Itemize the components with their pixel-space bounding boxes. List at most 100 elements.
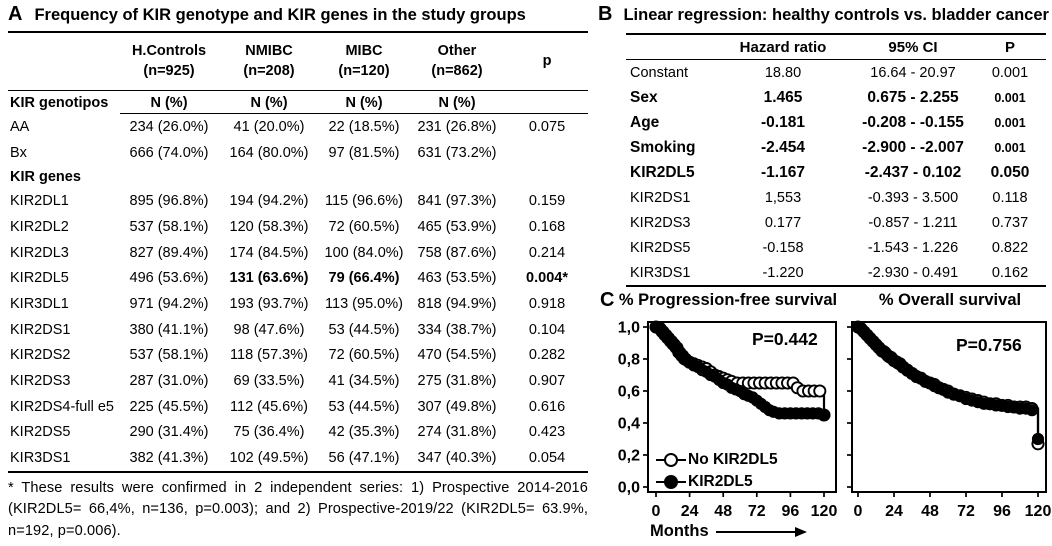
table-a-col-header-2: NMIBC (n=208) xyxy=(243,42,295,79)
row-label: KIR2DS3 xyxy=(10,373,71,390)
svg-text:0: 0 xyxy=(854,503,863,520)
legend-item-kir2dl5: KIR2DL5 xyxy=(655,471,778,493)
chart-title-overall-survival: % Overall survival xyxy=(878,291,1022,309)
p-value-progression-free: P=0.442 xyxy=(752,329,818,349)
km-plot-overall-survival: 0 24 48 72 96 120 xyxy=(847,320,1052,520)
table-a-row: KIR3DS1 382 (41.3%) 102 (49.5%) 56 (47.1%) 3… xyxy=(8,445,588,471)
cell: 0.075 xyxy=(528,118,566,135)
table-b-col-header-2: 95% CI xyxy=(888,38,938,56)
cell: N (%) xyxy=(345,94,383,111)
cell: 53 (44.5%) xyxy=(328,321,400,338)
panel-b-letter: B xyxy=(598,3,613,25)
table-b-body: Constant 18.80 16.64 - 20.97 0.001 Sex 1.465 0… xyxy=(626,60,1046,285)
p-value-cell: 0.118 xyxy=(992,189,1028,206)
cell: 470 (54.5%) xyxy=(417,347,497,364)
cell: 382 (41.3%) xyxy=(129,450,209,467)
row-label: Smoking xyxy=(630,138,696,156)
table-b: Hazard ratio 95% CI P Constant 18.80 16.64 -… xyxy=(626,33,1046,287)
svg-text:0,2: 0,2 xyxy=(618,448,640,465)
cell: 347 (40.3%) xyxy=(417,450,497,467)
cell: 287 (31.0%) xyxy=(129,373,209,390)
table-b-row: Age -0.181 -0.208 - -0.155 0.001 xyxy=(626,110,1046,135)
table-a-row: KIR2DS5 290 (31.4%) 75 (36.4%) 42 (35.3%) 27… xyxy=(8,420,588,446)
ci-cell: -1.543 - 1.226 xyxy=(867,239,959,256)
cell: 0.168 xyxy=(528,218,566,235)
cell: 112 (45.6%) xyxy=(230,398,308,415)
panel-a-title-row: A Frequency of KIR genotype and KIR gene… xyxy=(8,4,588,31)
table-a-row: AA 234 (26.0%) 41 (20.0%) 22 (18.5%) 231 (26… xyxy=(8,114,588,140)
table-a-col-header-3: MIBC (n=120) xyxy=(338,42,390,79)
p-value-cell: 0.001 xyxy=(991,64,1029,81)
row-label: KIR3DS1 xyxy=(10,450,71,467)
table-a-row: KIR3DL1 971 (94.2%) 193 (93.7%) 113 (95.0%)… xyxy=(8,291,588,317)
cell: 72 (60.5%) xyxy=(328,218,400,235)
hazard-ratio-cell: -2.454 xyxy=(761,138,805,156)
p-value-cell: 0.050 xyxy=(990,163,1030,181)
table-a-row: KIR2DL3 827 (89.4%) 174 (84.5%) 100 (84.0%)… xyxy=(8,240,588,266)
row-label: KIR genes xyxy=(10,168,81,185)
table-b-row: KIR2DS5 -0.158 -1.543 - 1.226 0.822 xyxy=(626,235,1046,260)
cell: 69 (33.5%) xyxy=(233,373,305,390)
table-a-row: KIR2DS1 380 (41.1%) 98 (47.6%) 53 (44.5%) 33… xyxy=(8,317,588,343)
svg-text:72: 72 xyxy=(748,503,766,520)
svg-text:0,0: 0,0 xyxy=(618,480,640,497)
legend-item-no-kir2dl5: No KIR2DL5 xyxy=(655,449,778,471)
filled-circle-marker-icon xyxy=(656,475,686,489)
row-label: KIR2DL5 xyxy=(10,270,69,287)
cell: 465 (53.9%) xyxy=(417,218,497,235)
svg-text:0,8: 0,8 xyxy=(618,352,640,369)
row-label: Sex xyxy=(630,88,658,106)
table-a-footnote: * These results were confirmed in 2 inde… xyxy=(8,479,588,539)
p-value-overall: P=0.756 xyxy=(956,335,1022,355)
right-arrow-icon xyxy=(715,526,807,537)
hazard-ratio-cell: 1.465 xyxy=(763,88,803,106)
row-label: AA xyxy=(10,118,30,135)
row-label: KIR2DS3 xyxy=(630,214,691,231)
svg-text:24: 24 xyxy=(885,503,903,520)
ci-cell: 16.64 - 20.97 xyxy=(870,64,956,81)
legend-label: KIR2DL5 xyxy=(688,473,753,490)
table-a-row: KIR2DL1 895 (96.8%) 194 (94.2%) 115 (96.6%)… xyxy=(8,188,588,214)
hazard-ratio-cell: 18.80 xyxy=(764,64,802,81)
cell: 0.423 xyxy=(528,424,566,441)
ci-cell: -0.393 - 3.500 xyxy=(867,189,959,206)
cell: 0.918 xyxy=(528,295,566,312)
table-a-row: Bx 666 (74.0%) 164 (80.0%) 97 (81.5%) 631 (7… xyxy=(8,140,588,166)
cell: 56 (47.1%) xyxy=(328,450,400,467)
table-a-row: KIR2DS4-full e5 225 (45.5%) 112 (45.6%) 53 … xyxy=(8,394,588,420)
cell: N (%) xyxy=(150,94,188,111)
table-a-row: KIR2DS2 537 (58.1%) 118 (57.3%) 72 (60.5%) 4… xyxy=(8,343,588,369)
table-b-row: KIR2DS1 1,553 -0.393 - 3.500 0.118 xyxy=(626,185,1046,210)
cell: 463 (53.5%) xyxy=(417,270,497,287)
cell: 193 (93.7%) xyxy=(229,295,309,312)
cell: 41 (34.5%) xyxy=(328,373,400,390)
svg-text:120: 120 xyxy=(1025,503,1052,520)
hazard-ratio-cell: -0.181 xyxy=(761,113,805,131)
ci-cell: -2.900 - -2.007 xyxy=(862,138,964,156)
cell: 537 (58.1%) xyxy=(129,347,209,364)
svg-text:24: 24 xyxy=(681,503,699,520)
table-a-col-header-1: H.Controls (n=925) xyxy=(131,42,207,79)
cell: 275 (31.8%) xyxy=(417,373,497,390)
table-a-row: KIR2DL2 537 (58.1%) 120 (58.3%) 72 (60.5%) 4… xyxy=(8,214,588,240)
cell: 0.054 xyxy=(528,450,566,467)
months-text: Months xyxy=(650,522,709,540)
table-b-row: Smoking -2.454 -2.900 - -2.007 0.001 xyxy=(626,135,1046,160)
km-plot-progression-free-survival: 1,0 0,8 0,6 0,4 0,2 0,0 0 24 48 72 96 120 xyxy=(618,320,838,521)
p-value-cell: 0.001 xyxy=(994,140,1026,155)
hazard-ratio-cell: 0.177 xyxy=(764,214,802,231)
svg-text:48: 48 xyxy=(921,503,939,520)
table-a-bottom-rule xyxy=(8,470,588,473)
cell: 334 (38.7%) xyxy=(417,321,497,338)
cell: 631 (73.2%) xyxy=(417,144,497,161)
cell: 971 (94.2%) xyxy=(129,295,209,312)
svg-text:96: 96 xyxy=(993,503,1011,520)
cell: 827 (89.4%) xyxy=(129,244,209,261)
cell: 53 (44.5%) xyxy=(328,398,400,415)
table-b-row: KIR2DS3 0.177 -0.857 - 1.211 0.737 xyxy=(626,210,1046,235)
table-a-body: KIR genotipos N (%) N (%) N (%) N (%) AA 234 (… xyxy=(8,91,588,471)
hazard-ratio-cell: -0.158 xyxy=(762,239,804,256)
table-a-row: KIR genotipos N (%) N (%) N (%) N (%) xyxy=(8,91,588,114)
hazard-ratio-cell: -1.167 xyxy=(761,163,805,181)
